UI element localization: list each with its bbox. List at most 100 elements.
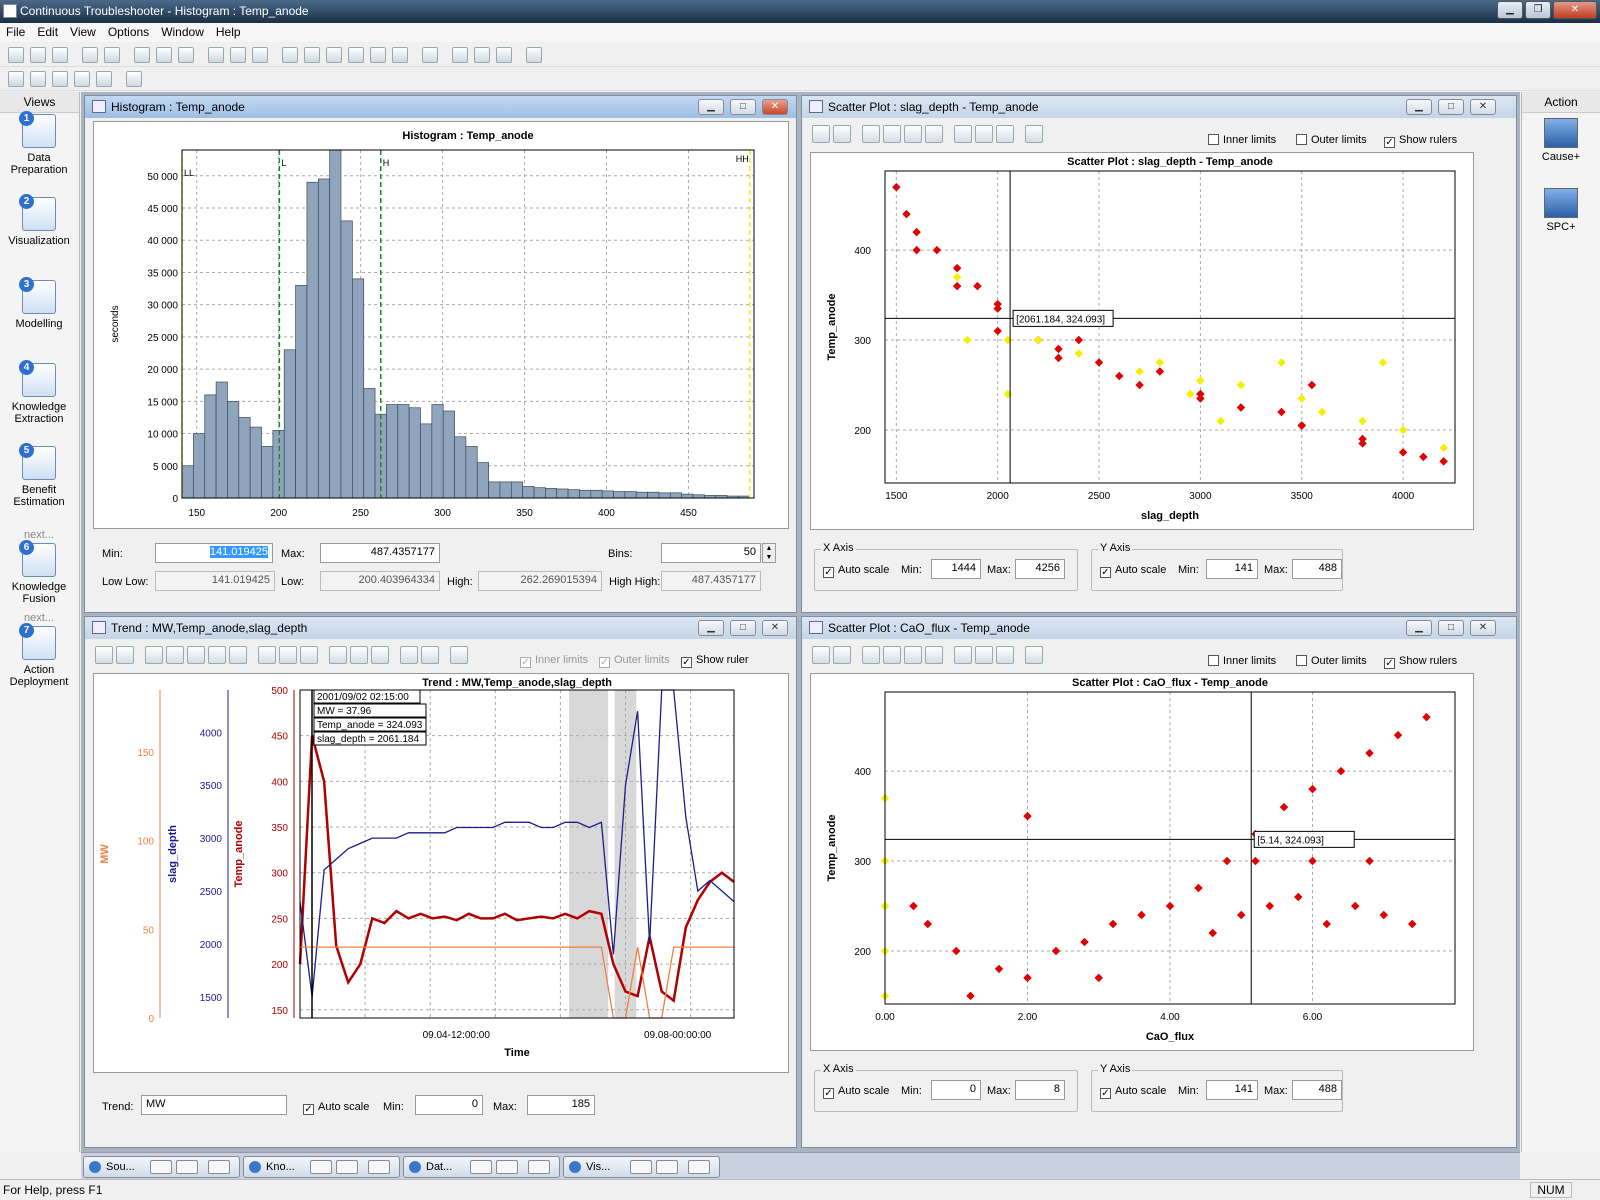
- inner-limits-checkbox[interactable]: Inner limits: [1208, 134, 1276, 146]
- window-maximize-button[interactable]: □: [730, 620, 756, 636]
- toolbar-button-icon[interactable]: [392, 47, 408, 63]
- window-close-button[interactable]: ✕: [762, 620, 788, 636]
- y-auto-scale-checkbox[interactable]: ✓ Auto scale: [1100, 564, 1166, 578]
- plot-tool-icon[interactable]: [862, 125, 880, 143]
- window-maximize-button[interactable]: □: [730, 99, 756, 115]
- toolbar-button-icon[interactable]: [74, 71, 90, 87]
- plot-tool-icon[interactable]: [812, 646, 830, 664]
- toolbar-button-icon[interactable]: [526, 47, 542, 63]
- close-icon[interactable]: [208, 1160, 230, 1174]
- show-ruler-checkbox[interactable]: ✓ Show ruler: [681, 654, 749, 668]
- minimized-window-1[interactable]: Sou...: [83, 1156, 240, 1178]
- toolbar-button-icon[interactable]: [178, 47, 194, 63]
- trend-window-titlebar[interactable]: Trend : MW,Temp_anode,slag_depth ▁ □ ✕: [85, 617, 796, 639]
- toolbar-button-icon[interactable]: [304, 47, 320, 63]
- view-item-2[interactable]: 2 Visualization: [0, 194, 78, 247]
- toolbar-button-icon[interactable]: [30, 71, 46, 87]
- plot-tool-icon[interactable]: [95, 646, 113, 664]
- plot-tool-icon[interactable]: [812, 125, 830, 143]
- window-maximize-button[interactable]: □: [1438, 99, 1464, 115]
- trend-plot[interactable]: Trend : MW,Temp_anode,slag_depth 0 50 100 15…: [93, 673, 789, 1073]
- x-auto-scale-checkbox[interactable]: ✓ Auto scale: [823, 564, 889, 578]
- plot-tool-icon[interactable]: [208, 646, 226, 664]
- view-item-7[interactable]: next... 7 Action Deployment: [0, 612, 78, 688]
- show-rulers-checkbox[interactable]: ✓ Show rulers: [1384, 655, 1457, 669]
- plot-tool-icon[interactable]: [166, 646, 184, 664]
- close-icon[interactable]: [688, 1160, 710, 1174]
- plot-tool-icon[interactable]: [371, 646, 389, 664]
- toolbar-button-icon[interactable]: [30, 47, 46, 63]
- window-minimize-button[interactable]: ▁: [698, 99, 724, 115]
- trend-max-input[interactable]: 185: [527, 1095, 595, 1115]
- action-cause-plus[interactable]: Cause+: [1522, 118, 1600, 163]
- view-item-6[interactable]: next... 6 Knowledge Fusion: [0, 529, 78, 605]
- plot-tool-icon[interactable]: [883, 125, 901, 143]
- plot-tool-icon[interactable]: [975, 646, 993, 664]
- trend-min-input[interactable]: 0: [415, 1095, 483, 1115]
- toolbar-button-icon[interactable]: [8, 71, 24, 87]
- trend-outer-limits-checkbox[interactable]: ✓ Outer limits: [599, 654, 670, 668]
- plot-tool-icon[interactable]: [833, 125, 851, 143]
- plot-tool-icon[interactable]: [862, 646, 880, 664]
- scatter2-window-titlebar[interactable]: Scatter Plot : CaO_flux - Temp_anode ▁ □…: [802, 617, 1516, 639]
- window-minimize-button[interactable]: ▁: [1406, 620, 1432, 636]
- y-max-input[interactable]: 488: [1292, 559, 1342, 579]
- menu-file[interactable]: File: [6, 25, 26, 39]
- y-auto-scale-checkbox[interactable]: ✓ Auto scale: [1100, 1085, 1166, 1099]
- action-spc-plus[interactable]: SPC+: [1522, 188, 1600, 233]
- y-min-input[interactable]: 141: [1206, 1080, 1258, 1100]
- toolbar-button-icon[interactable]: [348, 47, 364, 63]
- histogram-plot[interactable]: Histogram : Temp_anode 0 5 000 10 000 15 000…: [93, 121, 789, 529]
- x-max-input[interactable]: 4256: [1015, 559, 1065, 579]
- toolbar-button-icon[interactable]: [134, 47, 150, 63]
- toolbar-button-icon[interactable]: [230, 47, 246, 63]
- plot-tool-icon[interactable]: [996, 646, 1014, 664]
- min-input[interactable]: 141.019425: [155, 543, 273, 563]
- view-item-5[interactable]: 5 Benefit Estimation: [0, 443, 78, 508]
- menu-options[interactable]: Options: [107, 25, 150, 39]
- close-icon[interactable]: [368, 1160, 390, 1174]
- plot-tool-icon[interactable]: [300, 646, 318, 664]
- plot-tool-icon[interactable]: [904, 125, 922, 143]
- toolbar-button-icon[interactable]: [370, 47, 386, 63]
- toolbar-button-icon[interactable]: [252, 47, 268, 63]
- toolbar-button-icon[interactable]: [52, 47, 68, 63]
- maximize-icon[interactable]: [656, 1160, 678, 1174]
- maximize-icon[interactable]: [496, 1160, 518, 1174]
- restore-icon[interactable]: [310, 1160, 332, 1174]
- plot-tool-icon[interactable]: [229, 646, 247, 664]
- max-input[interactable]: 487.4357177: [320, 543, 440, 563]
- minimized-window-4[interactable]: Vis...: [563, 1156, 720, 1178]
- toolbar-button-icon[interactable]: [52, 71, 68, 87]
- plot-tool-icon[interactable]: [975, 125, 993, 143]
- window-close-button[interactable]: ✕: [1470, 99, 1496, 115]
- view-item-1[interactable]: 1 Data Preparation: [0, 111, 78, 176]
- inner-limits-checkbox[interactable]: Inner limits: [1208, 655, 1276, 667]
- restore-button[interactable]: ❐: [1525, 1, 1551, 19]
- maximize-icon[interactable]: [176, 1160, 198, 1174]
- maximize-icon[interactable]: [336, 1160, 358, 1174]
- outer-limits-checkbox[interactable]: Outer limits: [1296, 134, 1367, 146]
- trend-auto-scale-checkbox[interactable]: ✓ Auto scale: [303, 1101, 369, 1115]
- menu-edit[interactable]: Edit: [37, 25, 59, 39]
- toolbar-button-icon[interactable]: [126, 71, 142, 87]
- scatter2-plot[interactable]: Scatter Plot : CaO_flux - Temp_anode 0.00…: [810, 673, 1474, 1051]
- toolbar-button-icon[interactable]: [496, 47, 512, 63]
- toolbar-button-icon[interactable]: [82, 47, 98, 63]
- plot-tool-icon[interactable]: [1025, 125, 1043, 143]
- plot-tool-icon[interactable]: [279, 646, 297, 664]
- window-close-button[interactable]: ✕: [1470, 620, 1496, 636]
- toolbar-button-icon[interactable]: [96, 71, 112, 87]
- x-max-input[interactable]: 8: [1015, 1080, 1065, 1100]
- y-min-input[interactable]: 141: [1206, 559, 1258, 579]
- x-auto-scale-checkbox[interactable]: ✓ Auto scale: [823, 1085, 889, 1099]
- toolbar-button-icon[interactable]: [104, 47, 120, 63]
- plot-tool-icon[interactable]: [996, 125, 1014, 143]
- scatter1-window-titlebar[interactable]: Scatter Plot : slag_depth - Temp_anode ▁…: [802, 96, 1516, 118]
- restore-icon[interactable]: [470, 1160, 492, 1174]
- plot-tool-icon[interactable]: [925, 646, 943, 664]
- toolbar-button-icon[interactable]: [474, 47, 490, 63]
- menu-view[interactable]: View: [70, 25, 96, 39]
- restore-icon[interactable]: [630, 1160, 652, 1174]
- view-item-3[interactable]: 3 Modelling: [0, 277, 78, 330]
